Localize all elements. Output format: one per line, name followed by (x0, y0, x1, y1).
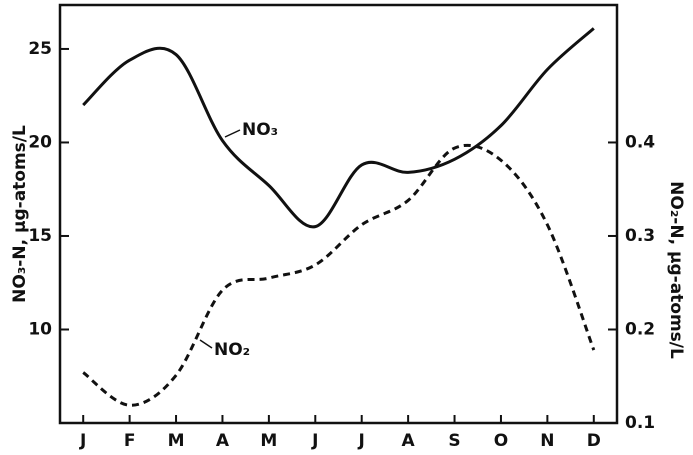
y2-tick-label: 0.4 (625, 132, 655, 152)
x-tick-label: F (124, 431, 136, 451)
x-tick-label: O (494, 431, 508, 451)
x-tick-label: A (216, 431, 230, 451)
y-tick-label: 10 (28, 319, 52, 339)
x-tick-label: J (79, 431, 86, 451)
x-tick-label: J (358, 431, 365, 451)
y-tick-label: 15 (28, 226, 52, 246)
y2-tick-label: 0.2 (625, 319, 655, 339)
y2-axis-label: NO₂-N, μg-atoms/L (666, 181, 686, 359)
annotation-leader (199, 339, 213, 349)
y2-tick-label: 0.3 (625, 226, 655, 246)
y-tick-label: 25 (28, 39, 52, 59)
series-line (82, 143, 596, 407)
x-tick-label: S (448, 431, 460, 451)
x-tick-label: N (540, 431, 554, 451)
series-line (82, 27, 595, 229)
series-label: NO₃ (242, 120, 278, 140)
x-tick-label: J (311, 431, 318, 451)
y-tick-label: 20 (28, 132, 52, 152)
y2-tick-label: 0.1 (625, 413, 655, 433)
series-label: NO₂ (214, 340, 250, 360)
x-tick-label: D (587, 431, 601, 451)
x-tick-label: A (402, 431, 416, 451)
plot-frame (58, 3, 619, 425)
annotation-leader (224, 129, 241, 138)
y-axis-label: NO₃-N, μg-atoms/L (10, 125, 30, 303)
x-tick-label: M (260, 431, 277, 451)
x-tick-label: M (168, 431, 185, 451)
